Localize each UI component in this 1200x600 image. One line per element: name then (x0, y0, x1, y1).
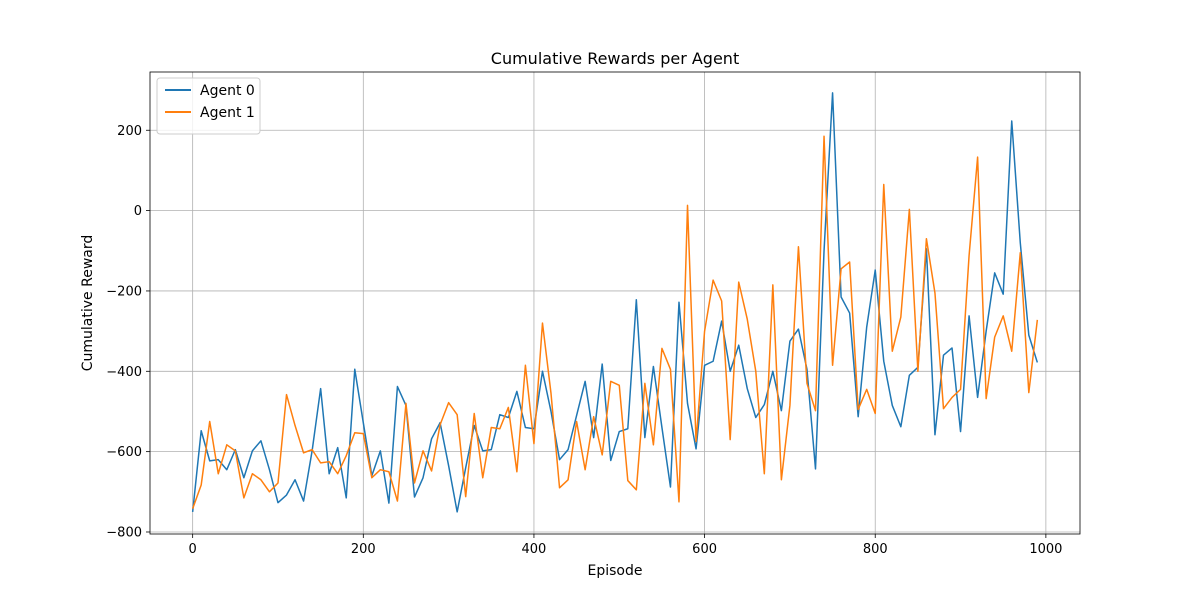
y-tick-label: −200 (106, 284, 142, 299)
series-line-1 (191, 135, 1039, 509)
legend: Agent 0 Agent 1 (156, 77, 261, 135)
axes: 0 200 400 600 800 1000 −800 −600 −400 −200 0 200 (106, 71, 1081, 557)
x-tick-label: 200 (351, 542, 376, 557)
x-tick-label: 600 (692, 542, 717, 557)
y-tick-label: −600 (106, 445, 142, 460)
y-tick-label: 200 (117, 124, 142, 139)
series-line-0 (191, 92, 1039, 513)
x-tick-label: 1000 (1029, 542, 1062, 557)
legend-box (156, 77, 261, 135)
y-tick-label: 0 (134, 204, 142, 219)
series-lines (191, 92, 1039, 513)
chart-title: Cumulative Rewards per Agent (491, 49, 739, 68)
x-tick-label: 400 (522, 542, 547, 557)
legend-label-1: Agent 1 (200, 105, 255, 121)
y-axis-title: Cumulative Reward (80, 235, 96, 372)
x-axis-title: Episode (588, 563, 643, 579)
legend-label-0: Agent 0 (200, 83, 255, 99)
plot-frame (149, 71, 1081, 535)
y-tick-label: −800 (106, 525, 142, 540)
grid (150, 72, 1080, 534)
x-tick-label: 0 (189, 542, 197, 557)
y-tick-label: −400 (106, 365, 142, 380)
x-tick-label: 800 (863, 542, 888, 557)
